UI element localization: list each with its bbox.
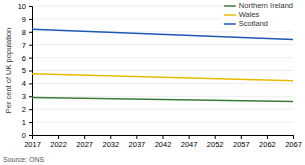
- x-tick: [215, 135, 216, 139]
- plot-area: [32, 29, 293, 101]
- y-tick: [29, 71, 32, 72]
- x-tick: [293, 135, 294, 139]
- y-tick: [29, 122, 32, 123]
- y-tick-label: 9: [22, 15, 26, 24]
- grid: [32, 6, 293, 135]
- legend-label: Northern Ireland: [239, 1, 293, 10]
- x-tick-label: 2052: [207, 140, 224, 149]
- y-tick-group: 0: [22, 131, 32, 140]
- x-tick: [84, 135, 85, 139]
- y-tick-group: 10: [18, 2, 32, 11]
- y-tick-label: 4: [22, 79, 26, 88]
- y-tick: [29, 109, 32, 110]
- x-axis: 2017 2022 2027 2032 2037 2042 2047 2052 2057 2062…: [24, 135, 302, 149]
- y-tick-label: 5: [22, 66, 26, 75]
- x-tick-label: 2042: [155, 140, 172, 149]
- y-tick-label: 1: [22, 118, 26, 127]
- chart-svg: 2017202220272032203720422047205220572062…: [0, 0, 305, 165]
- legend-swatch: [224, 23, 236, 25]
- y-tick-label: 7: [22, 41, 26, 50]
- x-tick-label: 2037: [129, 140, 146, 149]
- y-tick: [29, 135, 32, 136]
- x-tick-label: 2062: [259, 140, 276, 149]
- x-tick-label: 2017: [24, 140, 41, 149]
- grid-line: [32, 44, 293, 45]
- series-line: [32, 29, 293, 39]
- legend-label: Wales: [239, 10, 260, 19]
- y-tick-group: 6: [22, 54, 32, 63]
- y-tick: [29, 58, 32, 59]
- legend-item: Scotland: [224, 19, 268, 28]
- x-tick-group: 2032: [102, 135, 119, 149]
- y-tick: [29, 83, 32, 84]
- x-tick-group: 2037: [129, 135, 146, 149]
- grid-line: [32, 83, 293, 84]
- y-tick-group: 5: [22, 66, 32, 75]
- y-tick-group: 8: [22, 28, 32, 37]
- grid-line: [32, 109, 293, 110]
- x-tick-group: 2027: [76, 135, 93, 149]
- y-tick-label: 8: [22, 28, 26, 37]
- x-tick: [241, 135, 242, 139]
- grid-line: [32, 57, 293, 58]
- x-tick-group: 2062: [259, 135, 276, 149]
- x-tick: [163, 135, 164, 139]
- x-tick: [267, 135, 268, 139]
- legend-swatch: [224, 14, 236, 16]
- legend-background: [222, 2, 295, 29]
- y-tick-group: 9: [22, 15, 32, 24]
- y-tick-group: 3: [22, 92, 32, 101]
- legend-item: Wales: [224, 10, 260, 19]
- x-tick: [110, 135, 111, 139]
- chart-container: 2017202220272032203720422047205220572062…: [0, 0, 305, 165]
- y-tick: [29, 45, 32, 46]
- legend-label: Scotland: [239, 19, 268, 28]
- y-tick: [29, 96, 32, 97]
- x-tick-group: 2042: [155, 135, 172, 149]
- x-tick-group: 2057: [233, 135, 250, 149]
- y-tick-label: 6: [22, 54, 26, 63]
- x-tick-label: 2027: [76, 140, 93, 149]
- y-axis-label: Per cent of UK population: [4, 28, 13, 113]
- x-tick-group: 2067: [285, 135, 302, 149]
- x-tick-label: 2022: [50, 140, 67, 149]
- source-note: Source: ONS: [3, 156, 45, 163]
- grid-line: [32, 96, 293, 97]
- y-tick: [29, 19, 32, 20]
- x-tick: [189, 135, 190, 139]
- y-tick-group: 2: [22, 105, 32, 114]
- y-tick-label: 2: [22, 105, 26, 114]
- x-tick-group: 2052: [207, 135, 224, 149]
- legend-swatch: [224, 5, 236, 7]
- x-tick-label: 2047: [181, 140, 198, 149]
- x-tick-group: 2017: [24, 135, 41, 149]
- y-tick: [29, 32, 32, 33]
- x-tick: [58, 135, 59, 139]
- y-tick: [29, 6, 32, 7]
- y-tick-label: 3: [22, 92, 26, 101]
- x-axis-line: [33, 136, 294, 140]
- legend-item: Northern Ireland: [224, 1, 293, 10]
- y-tick-label: 0: [22, 131, 26, 140]
- x-tick: [136, 135, 137, 139]
- x-tick-group: 2022: [50, 135, 67, 149]
- y-tick-group: 4: [22, 79, 32, 88]
- x-tick-label: 2032: [102, 140, 119, 149]
- y-tick-group: 7: [22, 41, 32, 50]
- legend: Northern IrelandWalesScotland: [222, 1, 295, 29]
- x-tick-label: 2057: [233, 140, 250, 149]
- y-tick-label: 10: [18, 2, 26, 11]
- y-axis: 0 1 2 3 4 5 6 7 8 9 10: [18, 2, 33, 140]
- grid-line: [32, 122, 293, 123]
- grid-line: [32, 70, 293, 71]
- y-axis-line: [29, 7, 33, 136]
- y-tick-group: 1: [22, 118, 32, 127]
- x-tick-group: 2047: [181, 135, 198, 149]
- x-tick-label: 2067: [285, 140, 302, 149]
- series-line: [32, 98, 293, 102]
- series-line: [32, 74, 293, 81]
